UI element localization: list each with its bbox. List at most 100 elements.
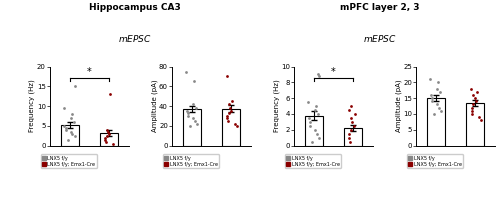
Bar — [305, 116, 322, 146]
Text: *: * — [87, 67, 92, 77]
Point — [67, 116, 75, 120]
Point — [469, 103, 477, 106]
Point — [315, 136, 323, 139]
Bar — [100, 133, 118, 146]
Y-axis label: Frequency (Hz): Frequency (Hz) — [29, 80, 35, 132]
Point — [228, 109, 235, 113]
Point — [433, 87, 441, 90]
Point — [231, 122, 239, 125]
Point — [433, 103, 441, 106]
Y-axis label: Amplitude (pA): Amplitude (pA) — [395, 80, 402, 132]
Point — [68, 112, 76, 116]
Point — [308, 140, 316, 143]
Point — [468, 112, 476, 116]
Point — [60, 124, 68, 128]
Point — [102, 128, 110, 131]
Point — [350, 124, 358, 128]
Legend: LNX5 f/y, LNX5 f/y; Emx1-Cre: LNX5 f/y, LNX5 f/y; Emx1-Cre — [407, 154, 463, 168]
Point — [426, 78, 434, 81]
Point — [225, 111, 233, 115]
Point — [109, 142, 117, 145]
Point — [224, 119, 232, 123]
Point — [67, 130, 75, 134]
Point — [468, 109, 475, 113]
Point — [71, 85, 79, 88]
Point — [472, 90, 480, 94]
Point — [182, 109, 190, 113]
Point — [102, 140, 110, 143]
Point — [71, 134, 79, 137]
Point — [224, 102, 232, 106]
Point — [350, 112, 358, 116]
Bar — [183, 109, 200, 146]
Text: Hippocampus CA3: Hippocampus CA3 — [89, 3, 181, 12]
Point — [468, 106, 475, 109]
Point — [106, 93, 114, 96]
Point — [434, 106, 442, 109]
Point — [347, 116, 355, 120]
Point — [316, 74, 324, 78]
Bar — [61, 125, 78, 146]
Point — [64, 138, 72, 141]
Point — [192, 106, 200, 110]
Point — [347, 104, 355, 108]
Point — [184, 111, 192, 115]
Text: *: * — [331, 67, 336, 77]
Legend: LNX5 f/y, LNX5 f/y; Emx1-Cre: LNX5 f/y, LNX5 f/y; Emx1-Cre — [40, 154, 97, 168]
Text: mPFC layer 2, 3: mPFC layer 2, 3 — [340, 3, 420, 12]
Point — [62, 126, 70, 129]
Point — [102, 138, 110, 141]
Point — [70, 120, 78, 124]
Point — [306, 120, 314, 124]
Point — [102, 136, 110, 139]
Point — [306, 124, 314, 128]
Point — [60, 106, 68, 110]
Point — [224, 116, 232, 120]
Point — [426, 93, 434, 97]
Bar — [222, 109, 240, 146]
Text: $\it{mEPSC}$: $\it{mEPSC}$ — [118, 33, 152, 44]
Point — [190, 119, 198, 123]
Point — [346, 140, 354, 143]
Point — [312, 132, 320, 135]
Point — [314, 73, 322, 76]
Y-axis label: Amplitude (pA): Amplitude (pA) — [151, 80, 158, 132]
Y-axis label: Frequency (Hz): Frequency (Hz) — [273, 80, 280, 132]
Point — [304, 116, 312, 120]
Point — [104, 130, 112, 134]
Point — [193, 122, 201, 125]
Point — [347, 128, 355, 131]
Bar — [466, 103, 484, 146]
Legend: LNX5 f/y, LNX5 f/y; Emx1-Cre: LNX5 f/y, LNX5 f/y; Emx1-Cre — [162, 154, 219, 168]
Point — [470, 97, 478, 100]
Point — [438, 109, 446, 113]
Point — [223, 75, 231, 78]
Point — [184, 114, 192, 118]
Point — [224, 114, 232, 118]
Point — [428, 97, 436, 100]
Point — [436, 90, 444, 94]
Point — [346, 136, 354, 139]
Point — [312, 104, 320, 108]
Point — [311, 128, 319, 131]
Point — [189, 102, 197, 106]
Legend: LNX5 f/y, LNX5 f/y; Emx1-Cre: LNX5 f/y, LNX5 f/y; Emx1-Cre — [285, 154, 341, 168]
Point — [475, 115, 483, 119]
Point — [189, 116, 197, 120]
Point — [467, 87, 475, 90]
Text: $\it{mEPSC}$: $\it{mEPSC}$ — [363, 33, 397, 44]
Point — [106, 132, 114, 135]
Point — [232, 124, 240, 128]
Point — [186, 124, 194, 128]
Point — [103, 134, 111, 137]
Bar — [427, 98, 445, 146]
Point — [346, 132, 354, 135]
Point — [226, 106, 234, 110]
Point — [182, 70, 190, 73]
Point — [190, 80, 198, 83]
Point — [304, 100, 312, 104]
Point — [311, 108, 319, 112]
Point — [314, 112, 322, 116]
Point — [62, 128, 70, 131]
Point — [228, 99, 236, 103]
